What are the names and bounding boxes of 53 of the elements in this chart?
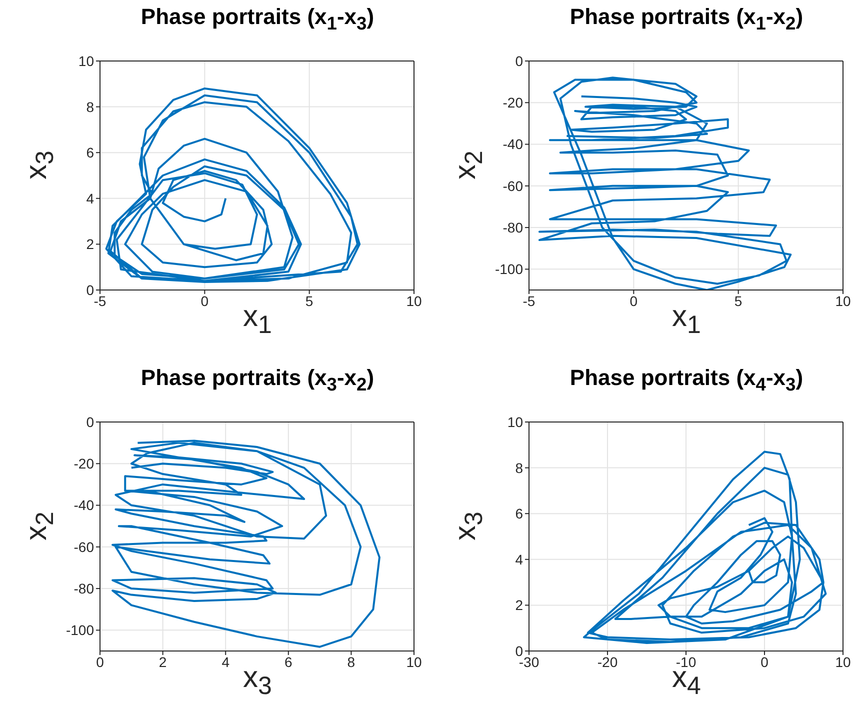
x-tick-label: 5	[305, 292, 314, 309]
x-tick-label: 0	[760, 654, 769, 670]
y-tick-label: 8	[515, 460, 524, 476]
x-axis-title: x$_{1}$	[243, 300, 272, 339]
x-tick-label: -20	[597, 654, 618, 670]
y-tick-label: -20	[74, 456, 94, 472]
x-tick-label: 5	[734, 292, 742, 309]
chart-title: Phase portraits (x$_{4}$-x$_{3}$)	[568, 365, 804, 396]
y-tick-label: -40	[74, 497, 94, 514]
x-tick-label: -5	[522, 292, 536, 309]
chart-title: Phase portraits (x$_{1}$-x$_{3}$)	[140, 4, 376, 34]
y-tick-label: 2	[86, 236, 94, 252]
y-tick-label: 10	[78, 52, 94, 69]
x-tick-label: -10	[676, 654, 696, 670]
y-tick-label: -100	[494, 261, 524, 278]
x-tick-label: 4	[222, 654, 230, 670]
x-tick-label: 10	[835, 654, 851, 670]
y-tick-label: 6	[86, 144, 94, 161]
line-series	[105, 87, 361, 283]
y-tick-label: -20	[502, 94, 524, 111]
y-tick-label: 0	[515, 52, 524, 69]
x-axis-title: x$_{1}$	[672, 300, 701, 339]
y-tick-label: -60	[74, 538, 94, 555]
line-series	[582, 450, 827, 644]
y-tick-label: 0	[86, 282, 94, 298]
y-tick-label: 8	[86, 98, 94, 115]
y-tick-label: 4	[515, 551, 524, 568]
y-tick-label: -100	[66, 622, 94, 638]
y-tick-label: -40	[502, 136, 524, 152]
x-tick-label: 10	[406, 654, 422, 670]
x-tick-label: 0	[630, 292, 638, 309]
x-tick-label: 8	[347, 654, 356, 670]
x-tick-label: 10	[835, 292, 851, 309]
x-tick-label: 2	[158, 654, 167, 670]
x-axis-title: x$_{3}$	[243, 661, 272, 700]
y-tick-label: 10	[507, 414, 524, 430]
y-tick-label: -60	[502, 178, 524, 194]
line-series	[112, 440, 380, 648]
y-tick-label: 6	[515, 506, 524, 522]
y-tick-label: -80	[74, 580, 94, 597]
chart-title: Phase portraits (x$_{3}$-x$_{2}$)	[140, 365, 376, 396]
line-series	[538, 76, 792, 290]
x-tick-label: 6	[284, 654, 292, 670]
y-tick-label: 0	[515, 642, 524, 659]
y-tick-label: -80	[502, 220, 524, 236]
x-tick-label: 0	[200, 292, 209, 309]
x-tick-label: -5	[94, 292, 106, 309]
x-tick-label: 0	[96, 654, 104, 670]
y-tick-label: 2	[515, 597, 524, 614]
chart-title: Phase portraits (x$_{1}$-x$_{2}$)	[568, 4, 804, 34]
y-tick-label: 0	[86, 414, 94, 430]
x-tick-label: 10	[406, 292, 422, 309]
y-tick-label: 4	[86, 190, 94, 206]
